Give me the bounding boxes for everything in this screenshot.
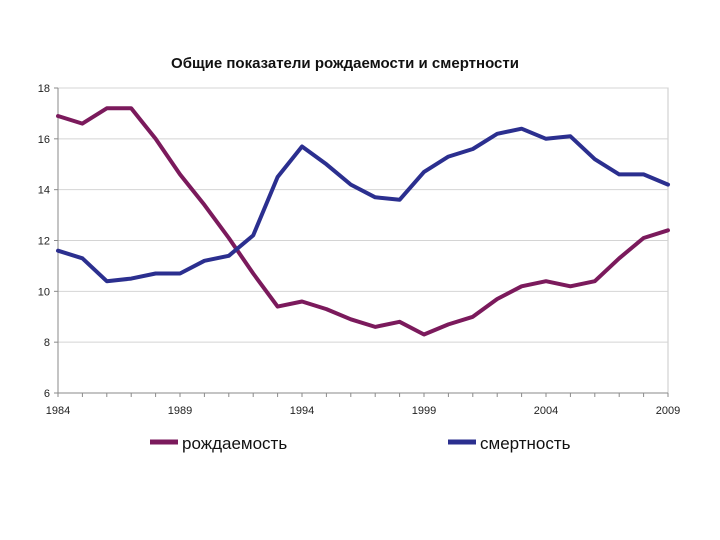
x-tick-label: 2004 [534,405,558,417]
y-tick-label: 10 [38,286,50,298]
chart-title: Общие показатели рождаемости и смертност… [171,55,519,72]
x-tick-label: 1999 [412,405,436,417]
series-layer [56,106,670,337]
x-tick-label: 1984 [46,405,70,417]
series-line-рождаемость [56,106,670,337]
y-tick-label: 8 [44,337,50,349]
x-tick-label: 1989 [168,405,192,417]
x-tick-label: 1994 [290,405,314,417]
gridlines [58,87,668,343]
y-tick-label: 14 [38,185,50,197]
x-axis: 1984 1989 1994 1999 2004 2009 [46,392,680,417]
y-tick-label: 6 [44,388,50,400]
legend-label: рождаемость [182,434,287,453]
y-tick-label: 16 [38,134,50,146]
x-tick-label: 2009 [656,405,680,417]
series-line-смертность [56,126,670,284]
legend: рождаемость смертность [150,434,571,453]
y-tick-label: 18 [38,83,50,95]
legend-label: смертность [480,434,571,453]
y-axis: 6 8 10 12 14 16 18 [38,83,59,400]
y-tick-label: 12 [38,236,50,248]
